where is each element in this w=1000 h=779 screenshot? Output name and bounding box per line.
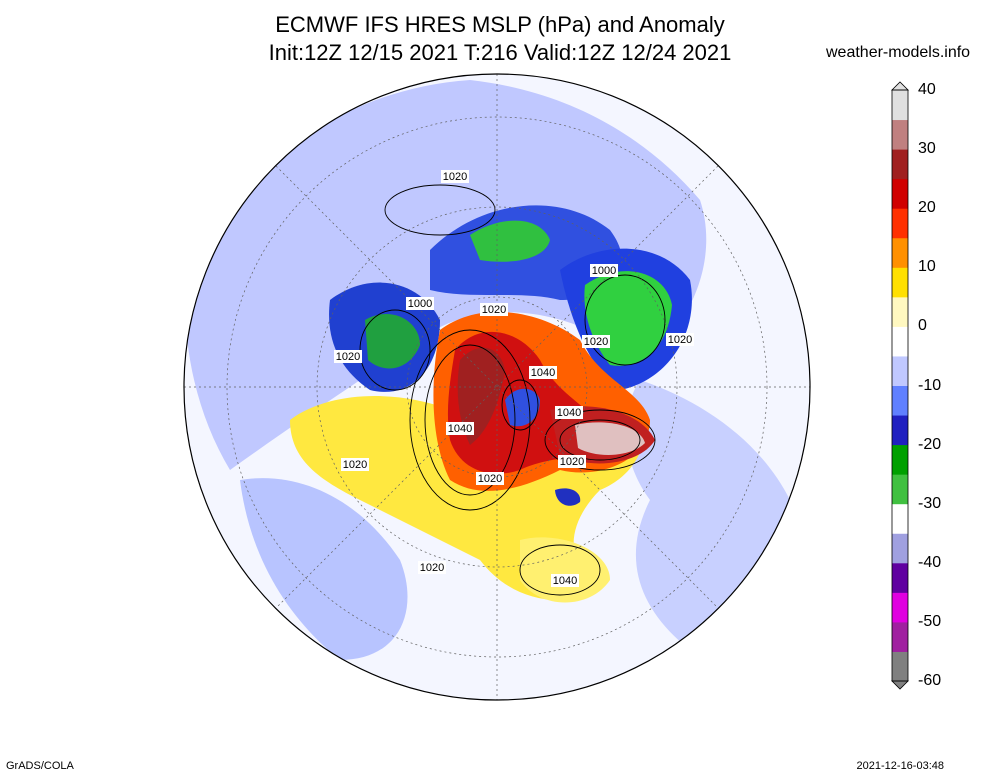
colorbar-swatch (892, 621, 908, 652)
colorbar-tick-label: -20 (918, 435, 942, 453)
isobar-label: 1020 (482, 304, 506, 316)
colorbar-swatch (892, 119, 908, 150)
isobar-label-background (446, 422, 474, 435)
isobar-label: 1040 (448, 423, 472, 435)
colorbar-swatch (892, 651, 908, 682)
isobar-label: 1020 (560, 456, 584, 468)
anomaly-pink-east (575, 422, 645, 455)
isobar-label-background (441, 170, 469, 183)
colorbar-tick-label: 0 (918, 317, 927, 335)
isobar-label-background (551, 574, 579, 587)
anomaly-green-north (470, 220, 550, 262)
chart-subtitle: Init:12Z 12/15 2021 T:216 Valid:12Z 12/2… (268, 40, 732, 65)
colorbar-tick-label: -30 (918, 494, 942, 512)
anomaly-darkred-center (457, 347, 505, 445)
isobar-label: 1020 (478, 473, 502, 485)
colorbar-tick-label: 10 (918, 258, 936, 276)
anomaly-blue-southwest (240, 478, 408, 660)
isobar-label: 1020 (336, 351, 360, 363)
isobar-label-background (590, 264, 618, 277)
isobar-label-background (555, 406, 583, 419)
colorbar-extension-arrow (891, 680, 909, 690)
colorbar-swatch (892, 208, 908, 239)
isobar-label-background (341, 458, 369, 471)
software-credit: GrADS/COLA (6, 760, 74, 772)
isobar-label-background (666, 333, 694, 346)
isobar-label: 1000 (592, 265, 616, 277)
colorbar-swatch (892, 90, 908, 121)
chart-title: ECMWF IFS HRES MSLP (hPa) and Anomaly (275, 12, 725, 37)
isobar-label: 1020 (584, 336, 608, 348)
isobar-label: 1020 (420, 562, 444, 574)
anomaly-green-westlow (365, 314, 420, 369)
colorbar-swatch (892, 415, 908, 446)
isobar-label: 1020 (668, 334, 692, 346)
isobar-label: 1040 (553, 575, 577, 587)
colorbar-swatch (892, 562, 908, 593)
colorbar-frame (891, 89, 909, 682)
colorbar-swatch (892, 385, 908, 416)
isobar-label-background (480, 303, 508, 316)
isobar-label: 1020 (443, 171, 467, 183)
colorbar-tick-label: -60 (918, 672, 942, 689)
colorbar-swatch (892, 592, 908, 623)
isobar-labels: 1020 1000 1020 1020 1020 1000 1020 1020 1020 1040… (334, 170, 694, 587)
colorbar-swatch (892, 533, 908, 564)
isobar-label-background (334, 350, 362, 363)
anomaly-blue-pole (505, 388, 540, 427)
map-field (184, 74, 810, 700)
colorbar-swatch (892, 444, 908, 475)
colorbar-swatch (892, 178, 908, 209)
colorbar-tick-label: 40 (918, 81, 936, 98)
isobar-label-background (418, 561, 446, 574)
anomaly-yellow-southeast (520, 537, 610, 603)
colorbar-swatch (892, 149, 908, 180)
isobar-label-background (406, 297, 434, 310)
colorbar-tick-label: 30 (918, 140, 936, 158)
colorbar-swatch (892, 326, 908, 357)
isobar-label: 1040 (531, 367, 555, 379)
colorbar-swatch (892, 296, 908, 327)
colorbar-swatch (892, 267, 908, 298)
colorbar-extension-arrow (891, 81, 909, 91)
colorbar-swatch (892, 503, 908, 534)
colorbar-swatch (892, 237, 908, 268)
generation-timestamp: 2021-12-16-03:48 (856, 760, 944, 772)
colorbar (891, 81, 909, 690)
colorbar-tick-label: -10 (918, 376, 942, 394)
isobar-label: 1000 (408, 298, 432, 310)
isobar-label-background (558, 455, 586, 468)
source-label: weather-models.info (826, 44, 971, 61)
isobar-label-background (582, 335, 610, 348)
colorbar-swatch (892, 355, 908, 386)
isobar-label: 1020 (343, 459, 367, 471)
isobar-label-background (529, 366, 557, 379)
colorbar-tick-label: -50 (918, 612, 942, 630)
isobar-label-background (476, 472, 504, 485)
colorbar-tick-label: 20 (918, 199, 936, 217)
graticule (184, 74, 810, 700)
map-border (183, 73, 811, 701)
isobar-label: 1040 (557, 407, 581, 419)
anomaly-blue-small (555, 488, 581, 506)
colorbar-tick-label: -40 (918, 553, 942, 571)
colorbar-swatch (892, 474, 908, 505)
